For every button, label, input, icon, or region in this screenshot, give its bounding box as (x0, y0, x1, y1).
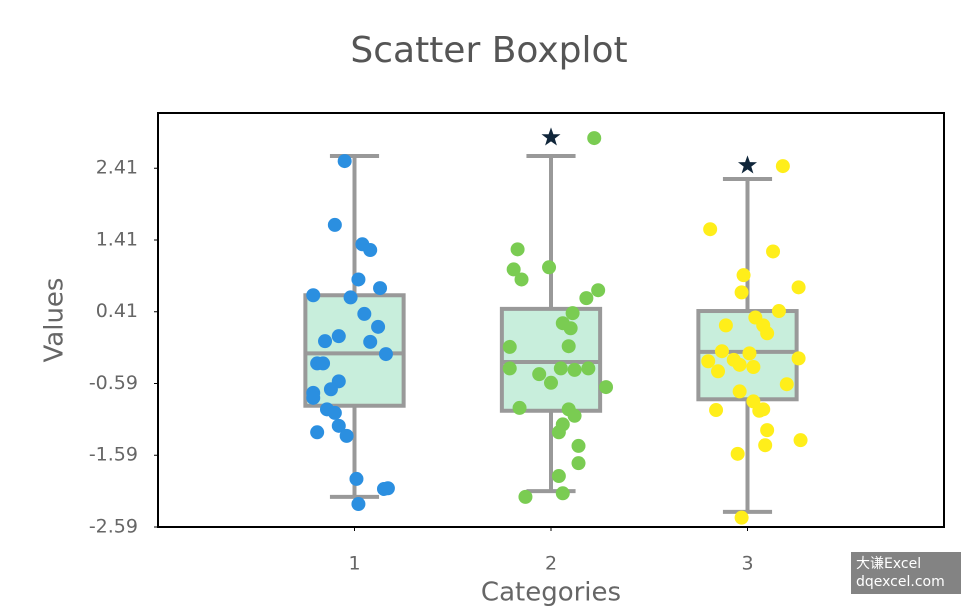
scatter-point (339, 428, 354, 443)
scatter-point (711, 364, 726, 379)
scatter-point (357, 306, 372, 321)
chart-title: Scatter Boxplot (350, 30, 627, 71)
scatter-point (779, 377, 794, 392)
scatter-point (591, 283, 606, 298)
scatter-point (506, 262, 521, 277)
scatter-point (327, 217, 342, 232)
scatter-point (775, 159, 790, 174)
scatter-point (732, 384, 747, 399)
scatter-point (732, 357, 747, 372)
scatter-point (323, 382, 338, 397)
y-tick-label: 0.41 (96, 300, 138, 322)
scatter-point (760, 423, 775, 438)
scatter-point (502, 339, 517, 354)
scatter-point (736, 268, 751, 283)
scatter-point (518, 489, 533, 504)
scatter-point (544, 375, 558, 390)
scatter-point (555, 486, 570, 501)
scatter-point (734, 510, 749, 525)
scatter-point (316, 356, 331, 371)
scatter-point (766, 244, 781, 259)
scatter-point (310, 425, 325, 440)
scatter-point (561, 339, 576, 354)
y-tick-label: 2.41 (96, 157, 138, 179)
scatter-point (565, 306, 580, 321)
scatter-point (351, 497, 366, 512)
scatter-point (746, 359, 761, 374)
scatter-point (532, 367, 547, 382)
x-tick-label: 2 (545, 553, 557, 575)
scatter-point (563, 321, 578, 336)
y-tick-label: -1.59 (89, 444, 138, 466)
scatter-point (331, 329, 346, 344)
scatter-point (514, 272, 529, 287)
scatter-point (343, 290, 358, 305)
scatter-point (771, 304, 786, 319)
scatter-point (327, 405, 342, 420)
scatter-point (701, 354, 716, 369)
scatter-point (579, 291, 594, 306)
scatter-point (306, 390, 321, 405)
box (499, 306, 603, 413)
scatter-point (363, 334, 378, 349)
watermark-line: 大谦Excel (856, 556, 922, 572)
y-axis-label: Values (40, 278, 70, 363)
scatter-point (351, 272, 366, 287)
y-tick-label: 1.41 (96, 228, 138, 250)
scatter-point (703, 222, 718, 237)
scatter-point (760, 326, 775, 341)
x-tick-label: 1 (348, 553, 360, 575)
scatter-point (730, 446, 745, 461)
scatter-point (734, 285, 749, 300)
x-tick-label: 3 (741, 553, 753, 575)
scatter-point (510, 242, 525, 257)
scatter-point (349, 471, 364, 486)
scatter-point (587, 131, 602, 146)
scatter-point (567, 408, 582, 423)
scatter-point (791, 351, 806, 366)
scatter-point (567, 362, 582, 377)
scatter-point (581, 361, 596, 376)
scatter-point (571, 456, 586, 471)
y-tick-label: -2.59 (89, 516, 138, 538)
scatter-point (363, 243, 378, 258)
scatter-point (378, 347, 393, 362)
scatter-point (380, 481, 395, 496)
watermark-line: dqexcel.com (856, 574, 945, 590)
scatter-point (337, 154, 352, 169)
plot-frame (157, 112, 945, 528)
x-axis-label: Categories (481, 578, 621, 608)
scatter-point (306, 288, 321, 303)
outlier (738, 155, 757, 174)
scatter-point (551, 469, 566, 484)
scatter-point (599, 380, 614, 395)
y-tick-label: -0.59 (89, 372, 138, 394)
scatter-point (512, 400, 527, 415)
scatter-point (714, 344, 729, 359)
scatter-point (793, 433, 808, 448)
scatter-point (502, 361, 517, 376)
scatter-point (553, 361, 568, 376)
scatter-point (542, 260, 557, 275)
scatter-point (318, 334, 333, 349)
scatter-point (331, 418, 346, 433)
scatter-point (709, 403, 724, 418)
scatter-point (791, 280, 806, 295)
scatter-point (742, 346, 757, 361)
scatter-point (551, 425, 566, 440)
scatter-point (758, 438, 773, 453)
scatter-point (571, 438, 586, 453)
watermark: 大谦Excel dqexcel.com (851, 552, 961, 594)
scatter-point (371, 319, 386, 334)
scatter-point (373, 281, 388, 296)
scatter-point (718, 318, 733, 333)
outlier (541, 127, 561, 146)
scatter-point (752, 403, 767, 418)
